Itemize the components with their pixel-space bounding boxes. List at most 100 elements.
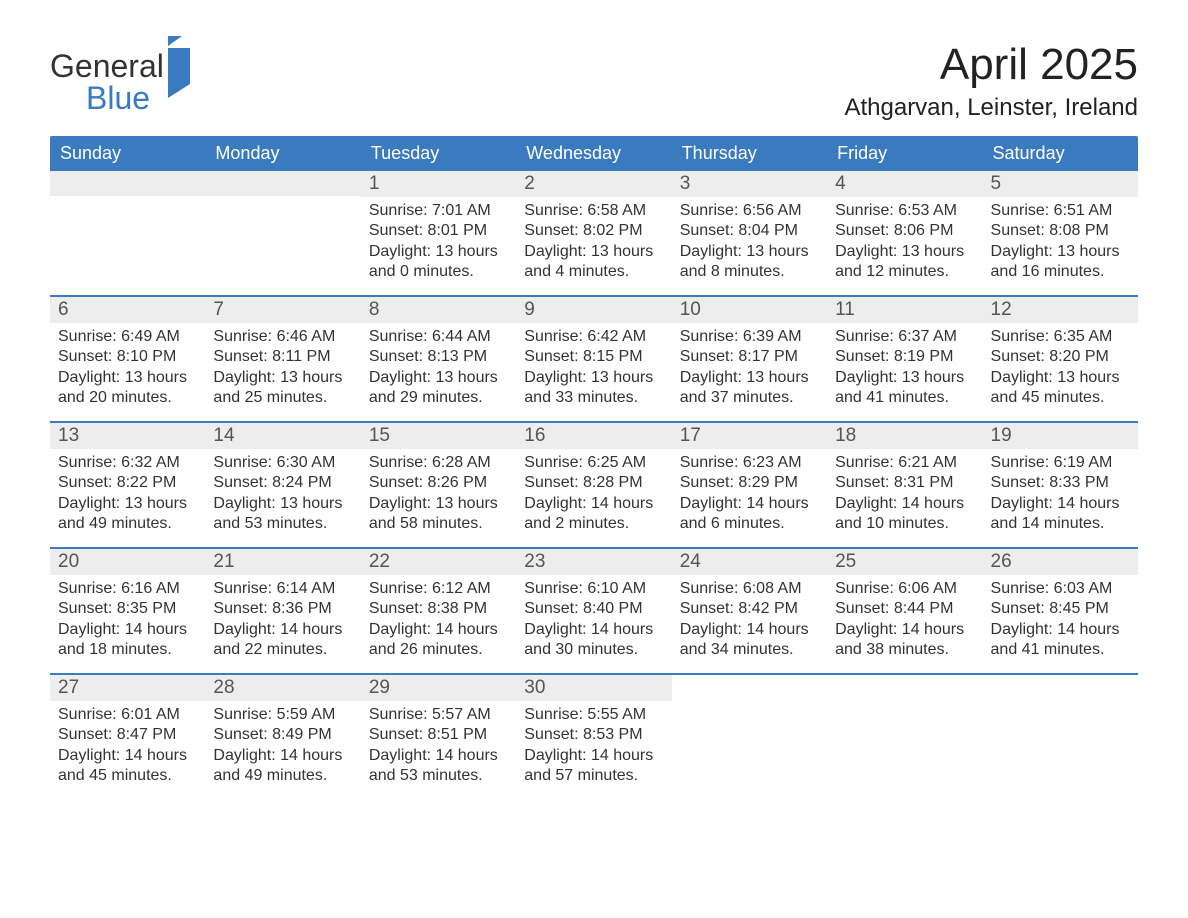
day-cell xyxy=(983,675,1138,799)
day-number: 7 xyxy=(205,297,360,323)
day-cell: 22Sunrise: 6:12 AMSunset: 8:38 PMDayligh… xyxy=(361,549,516,673)
day-cell: 11Sunrise: 6:37 AMSunset: 8:19 PMDayligh… xyxy=(827,297,982,421)
day-cell: 13Sunrise: 6:32 AMSunset: 8:22 PMDayligh… xyxy=(50,423,205,547)
daylight2-text: and 16 minutes. xyxy=(991,262,1130,282)
sunset-text: Sunset: 8:24 PM xyxy=(213,473,352,493)
day-body: Sunrise: 6:53 AMSunset: 8:06 PMDaylight:… xyxy=(827,197,982,291)
daylight1-text: Daylight: 13 hours xyxy=(369,494,508,514)
sunset-text: Sunset: 8:19 PM xyxy=(835,347,974,367)
day-body: Sunrise: 6:32 AMSunset: 8:22 PMDaylight:… xyxy=(50,449,205,543)
daylight1-text: Daylight: 14 hours xyxy=(680,620,819,640)
daylight2-text: and 0 minutes. xyxy=(369,262,508,282)
sunrise-text: Sunrise: 6:30 AM xyxy=(213,453,352,473)
daylight2-text: and 49 minutes. xyxy=(58,514,197,534)
day-cell: 28Sunrise: 5:59 AMSunset: 8:49 PMDayligh… xyxy=(205,675,360,799)
sunset-text: Sunset: 8:31 PM xyxy=(835,473,974,493)
daylight2-text: and 53 minutes. xyxy=(213,514,352,534)
day-body: Sunrise: 6:06 AMSunset: 8:44 PMDaylight:… xyxy=(827,575,982,669)
sunrise-text: Sunrise: 6:56 AM xyxy=(680,201,819,221)
daylight2-text: and 6 minutes. xyxy=(680,514,819,534)
day-cell: 6Sunrise: 6:49 AMSunset: 8:10 PMDaylight… xyxy=(50,297,205,421)
day-body: Sunrise: 6:49 AMSunset: 8:10 PMDaylight:… xyxy=(50,323,205,417)
sunrise-text: Sunrise: 6:03 AM xyxy=(991,579,1130,599)
day-number: 28 xyxy=(205,675,360,701)
daylight2-text: and 14 minutes. xyxy=(991,514,1130,534)
day-body: Sunrise: 5:55 AMSunset: 8:53 PMDaylight:… xyxy=(516,701,671,795)
day-cell: 17Sunrise: 6:23 AMSunset: 8:29 PMDayligh… xyxy=(672,423,827,547)
weekday-col: Thursday xyxy=(672,136,827,171)
location-subtitle: Athgarvan, Leinster, Ireland xyxy=(844,94,1138,122)
daylight2-text: and 10 minutes. xyxy=(835,514,974,534)
daylight2-text: and 22 minutes. xyxy=(213,640,352,660)
day-body: Sunrise: 6:58 AMSunset: 8:02 PMDaylight:… xyxy=(516,197,671,291)
sunrise-text: Sunrise: 6:37 AM xyxy=(835,327,974,347)
day-number: 24 xyxy=(672,549,827,575)
day-body: Sunrise: 6:56 AMSunset: 8:04 PMDaylight:… xyxy=(672,197,827,291)
daylight1-text: Daylight: 14 hours xyxy=(58,746,197,766)
daylight2-text: and 18 minutes. xyxy=(58,640,197,660)
sunrise-text: Sunrise: 6:35 AM xyxy=(991,327,1130,347)
logo: General Blue xyxy=(50,50,190,114)
day-number: 27 xyxy=(50,675,205,701)
day-number xyxy=(672,675,827,700)
sunrise-text: Sunrise: 6:42 AM xyxy=(524,327,663,347)
day-number: 14 xyxy=(205,423,360,449)
day-number: 4 xyxy=(827,171,982,197)
day-cell: 24Sunrise: 6:08 AMSunset: 8:42 PMDayligh… xyxy=(672,549,827,673)
week-row: 6Sunrise: 6:49 AMSunset: 8:10 PMDaylight… xyxy=(50,295,1138,421)
sunset-text: Sunset: 8:45 PM xyxy=(991,599,1130,619)
day-cell: 14Sunrise: 6:30 AMSunset: 8:24 PMDayligh… xyxy=(205,423,360,547)
day-number: 15 xyxy=(361,423,516,449)
daylight2-text: and 41 minutes. xyxy=(835,388,974,408)
daylight2-text: and 45 minutes. xyxy=(991,388,1130,408)
daylight2-text: and 26 minutes. xyxy=(369,640,508,660)
day-body: Sunrise: 6:19 AMSunset: 8:33 PMDaylight:… xyxy=(983,449,1138,543)
day-body: Sunrise: 6:42 AMSunset: 8:15 PMDaylight:… xyxy=(516,323,671,417)
daylight1-text: Daylight: 14 hours xyxy=(369,620,508,640)
day-number: 9 xyxy=(516,297,671,323)
sunset-text: Sunset: 8:44 PM xyxy=(835,599,974,619)
day-body: Sunrise: 6:23 AMSunset: 8:29 PMDaylight:… xyxy=(672,449,827,543)
day-body xyxy=(983,700,1138,712)
sunset-text: Sunset: 8:26 PM xyxy=(369,473,508,493)
daylight2-text: and 25 minutes. xyxy=(213,388,352,408)
daylight2-text: and 2 minutes. xyxy=(524,514,663,534)
day-body: Sunrise: 6:14 AMSunset: 8:36 PMDaylight:… xyxy=(205,575,360,669)
weekday-col: Saturday xyxy=(983,136,1138,171)
day-number: 1 xyxy=(361,171,516,197)
daylight2-text: and 38 minutes. xyxy=(835,640,974,660)
sunset-text: Sunset: 8:22 PM xyxy=(58,473,197,493)
sunset-text: Sunset: 8:08 PM xyxy=(991,221,1130,241)
daylight1-text: Daylight: 14 hours xyxy=(680,494,819,514)
daylight1-text: Daylight: 13 hours xyxy=(680,368,819,388)
day-number: 16 xyxy=(516,423,671,449)
daylight2-text: and 30 minutes. xyxy=(524,640,663,660)
week-row: 13Sunrise: 6:32 AMSunset: 8:22 PMDayligh… xyxy=(50,421,1138,547)
month-title: April 2025 xyxy=(844,40,1138,90)
day-number xyxy=(983,675,1138,700)
daylight1-text: Daylight: 13 hours xyxy=(991,242,1130,262)
day-cell: 7Sunrise: 6:46 AMSunset: 8:11 PMDaylight… xyxy=(205,297,360,421)
sunrise-text: Sunrise: 6:06 AM xyxy=(835,579,974,599)
week-row: 1Sunrise: 7:01 AMSunset: 8:01 PMDaylight… xyxy=(50,171,1138,295)
daylight1-text: Daylight: 14 hours xyxy=(524,494,663,514)
day-body: Sunrise: 6:46 AMSunset: 8:11 PMDaylight:… xyxy=(205,323,360,417)
sunset-text: Sunset: 8:49 PM xyxy=(213,725,352,745)
sunrise-text: Sunrise: 6:16 AM xyxy=(58,579,197,599)
daylight1-text: Daylight: 14 hours xyxy=(524,746,663,766)
sunset-text: Sunset: 8:04 PM xyxy=(680,221,819,241)
day-number: 18 xyxy=(827,423,982,449)
day-number: 26 xyxy=(983,549,1138,575)
sunrise-text: Sunrise: 6:19 AM xyxy=(991,453,1130,473)
day-body: Sunrise: 5:57 AMSunset: 8:51 PMDaylight:… xyxy=(361,701,516,795)
day-body: Sunrise: 6:28 AMSunset: 8:26 PMDaylight:… xyxy=(361,449,516,543)
day-number: 19 xyxy=(983,423,1138,449)
daylight1-text: Daylight: 13 hours xyxy=(835,368,974,388)
day-number: 17 xyxy=(672,423,827,449)
daylight1-text: Daylight: 14 hours xyxy=(213,620,352,640)
daylight2-text: and 20 minutes. xyxy=(58,388,197,408)
day-body: Sunrise: 6:03 AMSunset: 8:45 PMDaylight:… xyxy=(983,575,1138,669)
day-body: Sunrise: 5:59 AMSunset: 8:49 PMDaylight:… xyxy=(205,701,360,795)
daylight2-text: and 58 minutes. xyxy=(369,514,508,534)
day-number: 23 xyxy=(516,549,671,575)
